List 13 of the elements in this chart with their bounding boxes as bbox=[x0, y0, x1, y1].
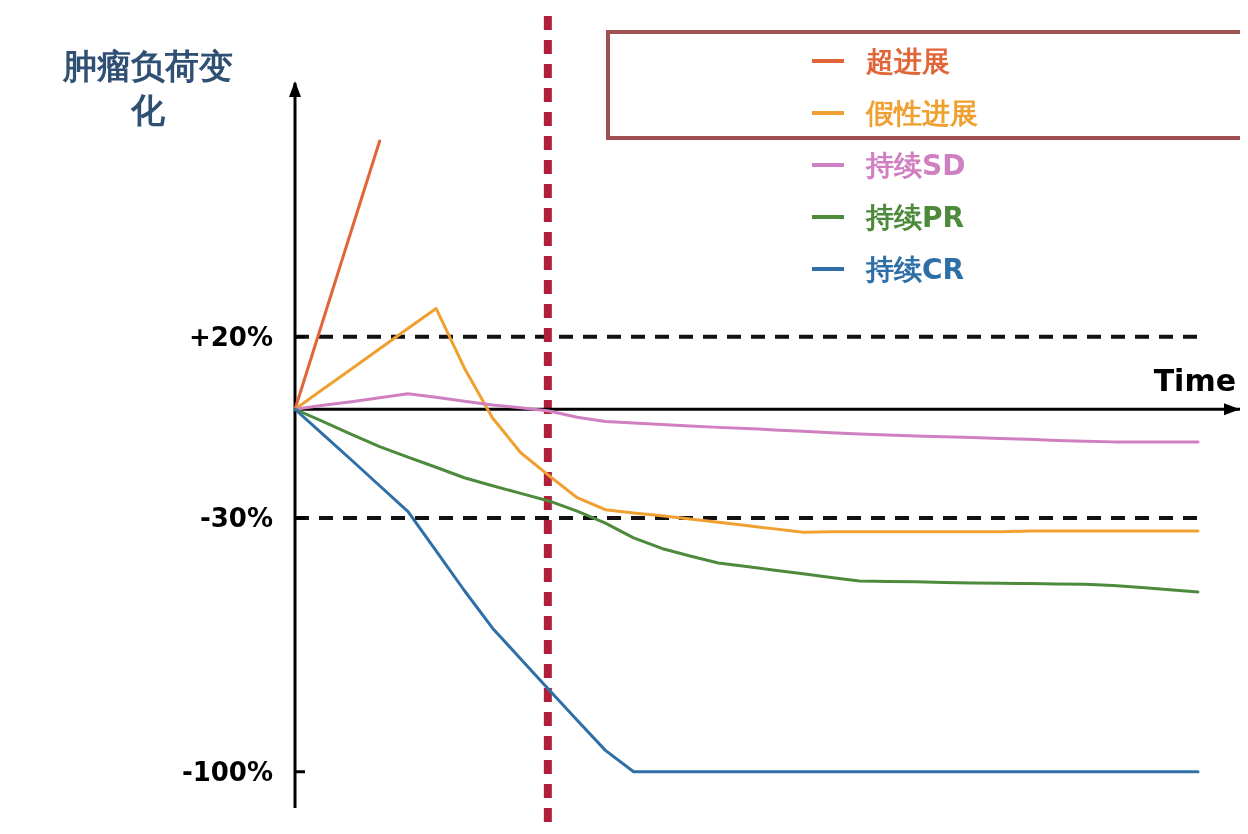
line-series bbox=[293, 139, 382, 411]
y-tick-label: +20% bbox=[188, 321, 273, 352]
legend-label: 持续CR bbox=[865, 252, 965, 286]
legend-label: 假性进展 bbox=[865, 96, 978, 130]
line-series bbox=[293, 407, 1200, 774]
legend-label: 超进展 bbox=[865, 44, 950, 78]
line-series bbox=[293, 407, 1200, 594]
legend-label: 持续PR bbox=[865, 200, 965, 234]
y-tick-label: -30% bbox=[199, 503, 273, 534]
x-axis-title: Time bbox=[1153, 363, 1236, 399]
y-tick-label: -100% bbox=[181, 756, 273, 787]
legend-label: 持续SD bbox=[865, 148, 966, 182]
y-axis-title: 肿瘤负荷变化 bbox=[62, 46, 233, 130]
